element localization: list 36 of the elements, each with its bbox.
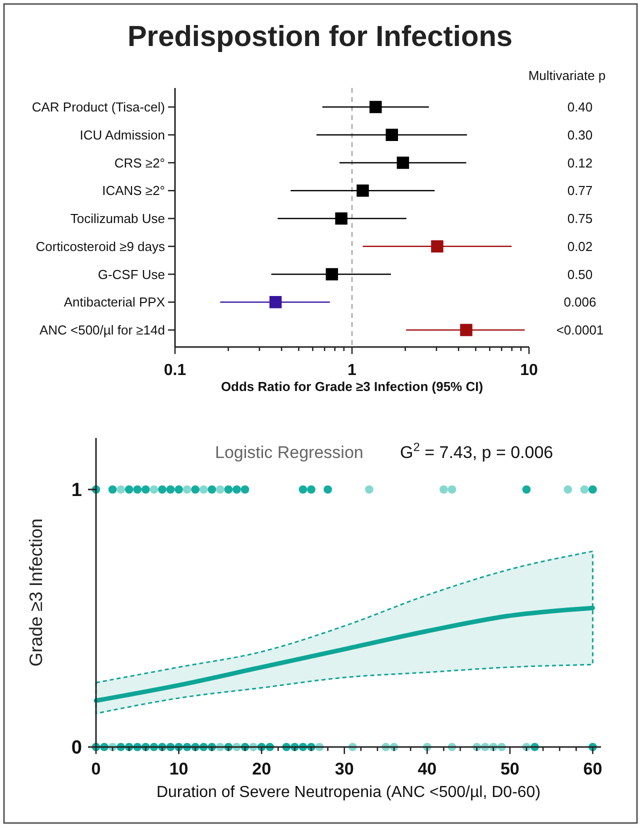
y-tick-label: ANC <500/µl for ≥14d bbox=[39, 322, 165, 338]
text: 0.40 bbox=[567, 100, 593, 115]
x-axis-title: Duration of Severe Neutropenia (ANC <500/µl, D0-60) bbox=[156, 784, 541, 801]
x-tick-label: 40 bbox=[418, 760, 437, 779]
text: 0.50 bbox=[567, 266, 593, 282]
y-tick-label: 0 bbox=[71, 738, 82, 759]
text: 0.006 bbox=[564, 294, 596, 310]
x-tick-label: 1 bbox=[348, 362, 357, 380]
y-tick-label: G-CSF Use bbox=[98, 266, 165, 282]
y-tick-label: Tocilizumab Use bbox=[70, 211, 165, 226]
x-tick-label: 10 bbox=[520, 362, 538, 380]
text: <0.0001 bbox=[556, 322, 604, 338]
annotation: Logistic Regression bbox=[215, 443, 364, 462]
y-tick-label: Antibacterial PPX bbox=[64, 294, 166, 310]
text: 0.12 bbox=[567, 155, 593, 170]
y-tick-label: ICU Admission bbox=[80, 127, 165, 142]
x-tick-label: 50 bbox=[500, 760, 520, 779]
x-tick-label: 60 bbox=[583, 760, 602, 779]
y-tick-label: Corticosteroid ≥9 days bbox=[36, 238, 166, 254]
y-tick-label: CRS ≥2° bbox=[114, 155, 165, 170]
annotation: G$^{2}$ = 7.43, p = 0.006 bbox=[400, 440, 554, 462]
x-tick-label: 0.1 bbox=[164, 362, 186, 380]
text: Multivariate p bbox=[528, 68, 606, 83]
text: 0.30 bbox=[567, 127, 593, 142]
x-tick-label: 20 bbox=[252, 760, 272, 779]
x-tick-label: 30 bbox=[334, 760, 354, 779]
y-tick-label: 1 bbox=[71, 480, 82, 502]
y-axis-title: Grade ≥3 Infection bbox=[26, 518, 46, 666]
text: 0.75 bbox=[567, 211, 593, 226]
x-tick-label: 10 bbox=[169, 760, 188, 779]
x-axis-title: Odds Ratio for Grade ≥3 Infection (95% CI) bbox=[220, 379, 484, 394]
text: 0.77 bbox=[567, 183, 593, 198]
text: 0.02 bbox=[567, 238, 593, 254]
chart-title: Predispostion for Infections bbox=[127, 21, 513, 53]
y-tick-label: CAR Product (Tisa-cel) bbox=[32, 100, 165, 115]
y-tick-label: ICANS ≥2° bbox=[102, 183, 165, 198]
